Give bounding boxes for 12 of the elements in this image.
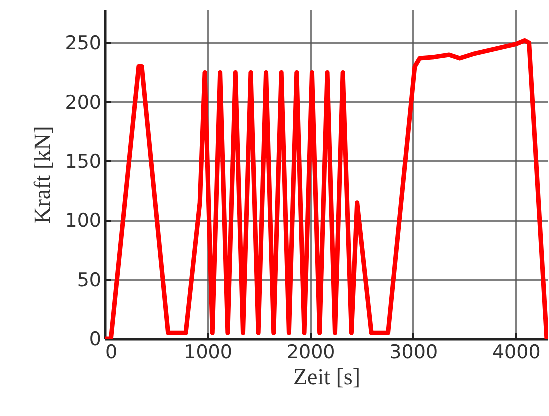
x-axis-title: Zeit [s] (293, 364, 361, 390)
x-tick-label: 0 (106, 342, 118, 364)
x-tick-label: 1000 (184, 342, 232, 364)
y-tick-label: 50 (77, 269, 102, 292)
x-tick-label: 4000 (492, 342, 541, 364)
y-tick-label: 200 (65, 92, 102, 114)
y-axis-title: Kraft [kN] (30, 126, 56, 224)
y-tick-label: 150 (65, 150, 102, 173)
y-tick-label: 100 (65, 210, 102, 232)
x-tick-label: 3000 (390, 342, 438, 364)
x-tick-label: 2000 (286, 342, 336, 364)
y-tick-label: 250 (65, 32, 102, 55)
